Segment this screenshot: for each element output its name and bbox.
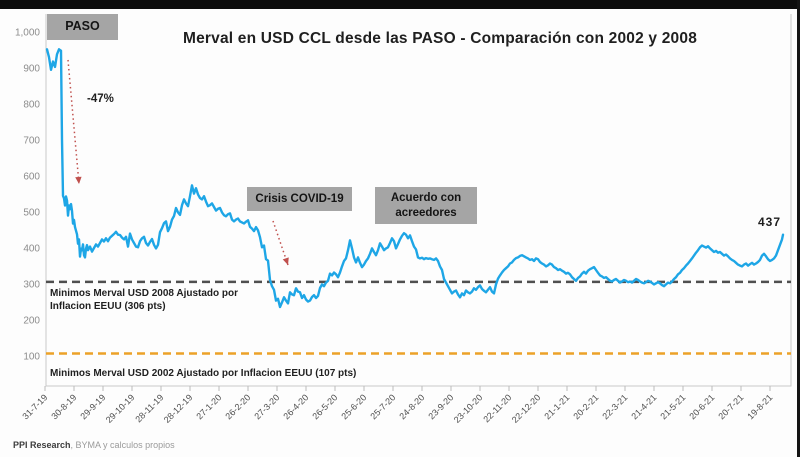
x-axis-tick-label: 22-3-21 <box>600 392 629 421</box>
y-axis-tick-label: 400 <box>23 244 40 255</box>
x-axis-tick-label: 21-5-21 <box>658 392 687 421</box>
y-axis-tick-label: 800 <box>23 100 40 111</box>
y-axis-tick-label: 900 <box>23 64 40 75</box>
drop-percentage-label: -47% <box>87 93 114 105</box>
covid-annotation-box: Crisis COVID-19 <box>247 187 352 211</box>
y-axis-tick-label: 200 <box>23 316 40 327</box>
plot-border <box>45 14 792 387</box>
chart-title: Merval en USD CCL desde las PASO - Compa… <box>182 30 698 47</box>
x-axis-tick-label: 20-2-21 <box>571 392 600 421</box>
x-axis-tick-label: 20-6-21 <box>687 392 716 421</box>
source-rest: , BYMA y calculos propios <box>70 440 175 450</box>
x-axis-tick-label: 23-10-20 <box>452 392 485 425</box>
x-axis-tick-label: 25-7-20 <box>368 392 397 421</box>
min-2002-reference-label: Minimos Merval USD 2002 Ajustado por Inf… <box>50 368 357 379</box>
x-axis-tick-label: 24-8-20 <box>397 392 426 421</box>
x-axis-tick-label: 27-1-20 <box>194 392 223 421</box>
x-axis-tick-label: 28-12-19 <box>162 392 195 425</box>
x-axis-tick-label: 21-1-21 <box>542 392 571 421</box>
y-axis-tick-label: 1,000 <box>15 28 40 39</box>
x-axis-tick-label: 25-6-20 <box>339 392 368 421</box>
y-axis-tick-label: 600 <box>23 172 40 183</box>
x-axis-tick-label: 22-12-20 <box>510 392 543 425</box>
source-name: PPI Research <box>13 440 71 450</box>
x-axis-tick-label: 20-7-21 <box>716 392 745 421</box>
source-attribution: PPI Research, BYMA y calculos propios <box>13 440 175 450</box>
paso-annotation-box: PASO <box>47 14 118 40</box>
x-axis-tick-label: 29-9-19 <box>78 392 107 421</box>
covid-drop-arrow-head <box>282 257 289 265</box>
x-axis-tick-label: 26-4-20 <box>281 392 310 421</box>
last-value-label: 437 <box>758 215 782 229</box>
x-axis-tick-label: 26-2-20 <box>223 392 252 421</box>
window-top-bar <box>0 0 800 9</box>
x-axis-tick-label: 28-11-19 <box>133 392 165 424</box>
merval-usd-ccl-line <box>45 48 785 309</box>
y-axis-tick-label: 100 <box>23 352 40 363</box>
x-axis-tick-label: 26-5-20 <box>310 392 339 421</box>
window-right-edge <box>797 0 800 457</box>
x-axis-tick-label: 21-4-21 <box>629 392 658 421</box>
paso-drop-arrow-head <box>75 176 82 184</box>
x-axis-tick-label: 31-7-19 <box>20 392 49 421</box>
covid-drop-arrow <box>272 220 289 266</box>
acuerdo-annotation-box: Acuerdo con acreedores <box>375 187 477 224</box>
min-2008-reference-label: Minimos Merval USD 2008 Ajustado por Inf… <box>50 288 239 312</box>
x-axis-tick-label: 23-9-20 <box>426 392 455 421</box>
x-axis-tick-label: 22-11-20 <box>481 392 513 424</box>
x-axis-tick-label: 19-8-21 <box>745 392 774 421</box>
x-axis-tick-label: 30-8-19 <box>49 392 78 421</box>
x-axis-tick-label: 27-3-20 <box>252 392 281 421</box>
y-axis-tick-label: 300 <box>23 280 40 291</box>
y-axis-tick-label: 500 <box>23 208 40 219</box>
x-axis-tick-label: 29-10-19 <box>104 392 137 425</box>
paso-drop-arrow <box>67 59 80 185</box>
y-axis-tick-label: 700 <box>23 136 40 147</box>
